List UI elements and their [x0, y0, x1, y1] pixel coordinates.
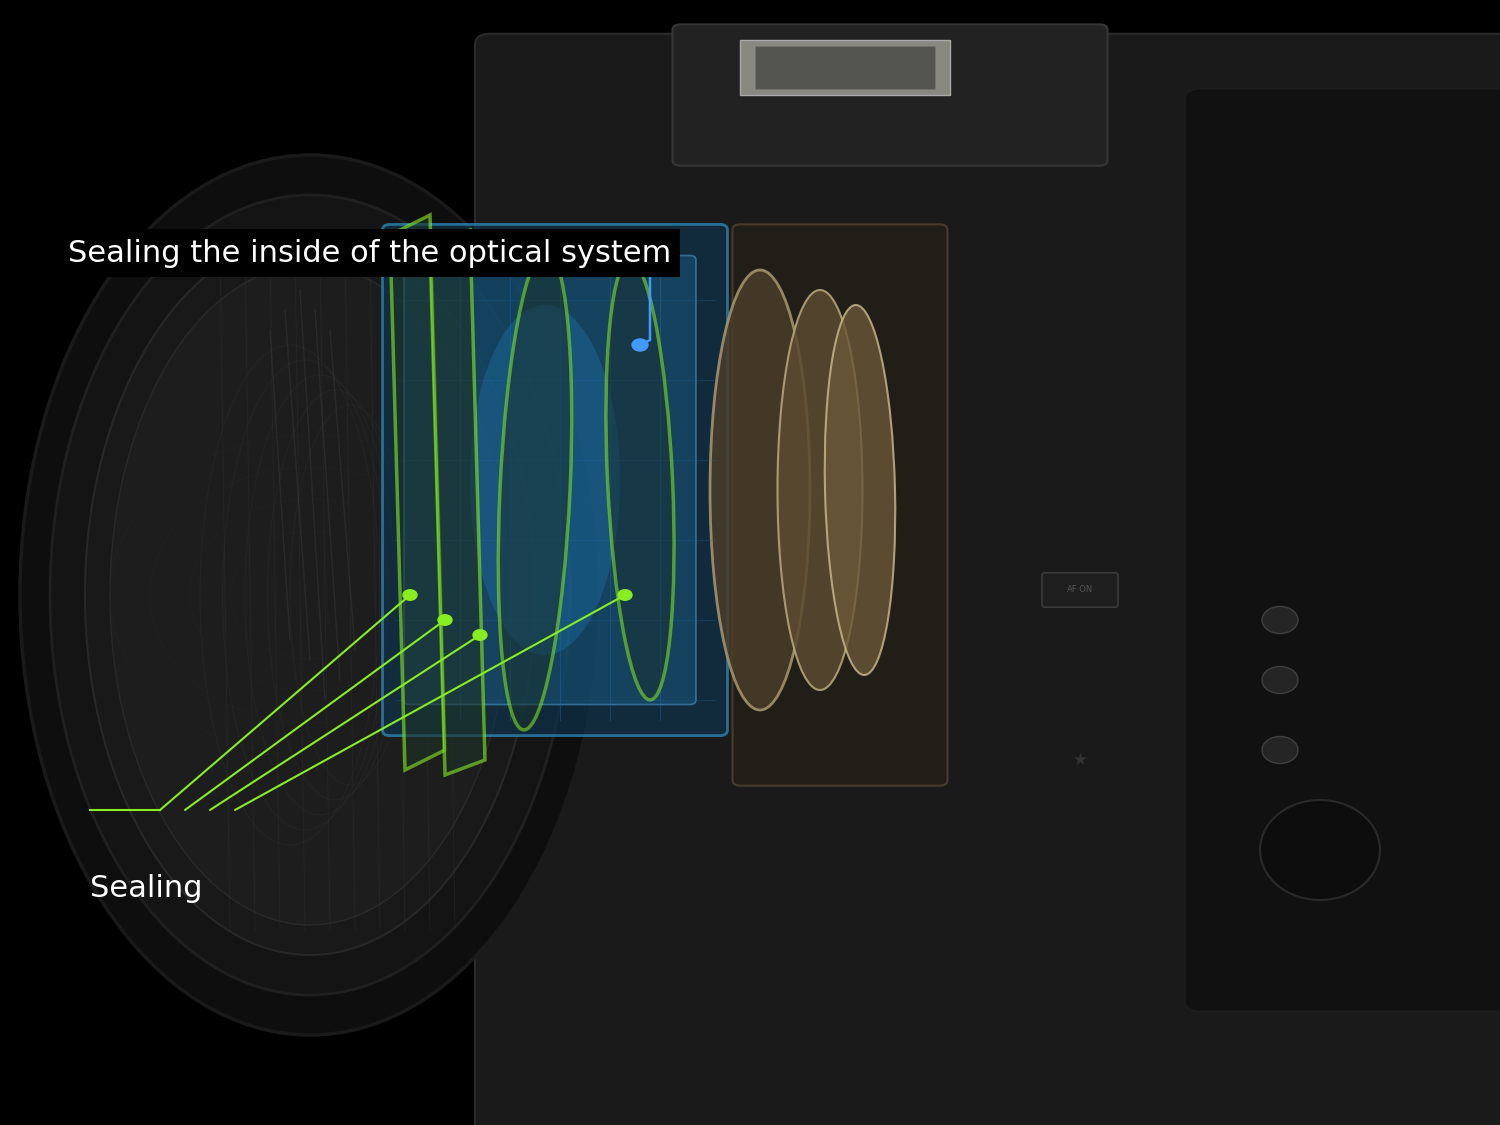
FancyBboxPatch shape — [732, 224, 948, 785]
Ellipse shape — [825, 305, 896, 675]
Text: ★: ★ — [1072, 752, 1088, 770]
Circle shape — [1262, 666, 1298, 693]
Polygon shape — [430, 229, 484, 775]
Circle shape — [438, 614, 452, 626]
Bar — [754, 46, 934, 89]
Ellipse shape — [710, 270, 810, 710]
FancyBboxPatch shape — [672, 25, 1107, 165]
Text: Sealing: Sealing — [90, 874, 202, 903]
Circle shape — [1262, 737, 1298, 764]
Bar — [740, 40, 950, 94]
FancyBboxPatch shape — [404, 255, 696, 704]
Circle shape — [632, 339, 648, 351]
FancyBboxPatch shape — [1042, 573, 1118, 608]
Circle shape — [618, 590, 632, 601]
Circle shape — [1262, 606, 1298, 633]
FancyBboxPatch shape — [1185, 89, 1500, 1011]
FancyBboxPatch shape — [382, 224, 728, 736]
Text: Sealing the inside of the optical system: Sealing the inside of the optical system — [68, 238, 670, 268]
Text: AF·ON: AF·ON — [1066, 585, 1094, 594]
Ellipse shape — [50, 195, 570, 995]
Ellipse shape — [110, 266, 510, 925]
Ellipse shape — [606, 260, 674, 700]
Ellipse shape — [777, 290, 862, 690]
Polygon shape — [390, 215, 445, 770]
FancyBboxPatch shape — [476, 34, 1500, 1125]
Circle shape — [472, 630, 488, 640]
Ellipse shape — [498, 250, 572, 730]
Ellipse shape — [1260, 800, 1380, 900]
Ellipse shape — [86, 235, 536, 955]
Circle shape — [404, 590, 417, 601]
Ellipse shape — [470, 305, 620, 655]
Ellipse shape — [20, 155, 600, 1035]
